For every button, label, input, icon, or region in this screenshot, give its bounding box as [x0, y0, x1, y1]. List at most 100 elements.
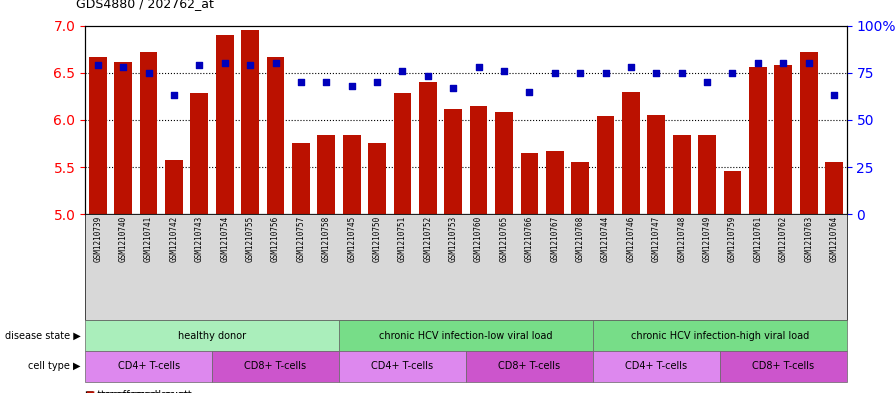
Text: GSM1210748: GSM1210748: [677, 216, 686, 263]
Text: ■ transformed count: ■ transformed count: [85, 390, 188, 393]
Point: [294, 79, 308, 85]
Point: [192, 62, 206, 68]
Text: GSM1210745: GSM1210745: [347, 216, 357, 263]
Point: [573, 70, 588, 76]
Bar: [267, 57, 284, 214]
Text: GSM1210761: GSM1210761: [754, 216, 762, 263]
Point: [269, 60, 283, 66]
Text: transformed count: transformed count: [101, 390, 192, 393]
Bar: [495, 112, 513, 214]
Bar: [317, 135, 335, 214]
Point: [827, 92, 841, 99]
Point: [116, 64, 131, 70]
Bar: [292, 143, 310, 214]
Point: [90, 62, 105, 68]
Point: [420, 73, 435, 80]
Point: [496, 68, 511, 74]
Text: GSM1210743: GSM1210743: [194, 216, 204, 263]
Text: GSM1210765: GSM1210765: [499, 216, 509, 263]
Point: [395, 68, 409, 74]
Text: CD4+ T-cells: CD4+ T-cells: [117, 361, 180, 371]
Text: CD4+ T-cells: CD4+ T-cells: [625, 361, 687, 371]
Text: GSM1210755: GSM1210755: [246, 216, 254, 263]
Text: GSM1210740: GSM1210740: [118, 216, 128, 263]
Point: [167, 92, 181, 99]
Point: [142, 70, 156, 76]
Text: GSM1210747: GSM1210747: [651, 216, 661, 263]
Point: [370, 79, 384, 85]
Bar: [393, 94, 411, 214]
Bar: [419, 82, 436, 214]
Text: GSM1210739: GSM1210739: [93, 216, 102, 263]
Text: GSM1210756: GSM1210756: [271, 216, 280, 263]
Bar: [165, 160, 183, 214]
Text: cell type ▶: cell type ▶: [28, 361, 81, 371]
Bar: [521, 153, 538, 214]
Bar: [622, 92, 640, 214]
Text: GSM1210757: GSM1210757: [297, 216, 306, 263]
Text: GSM1210749: GSM1210749: [702, 216, 711, 263]
Text: GSM1210744: GSM1210744: [601, 216, 610, 263]
Point: [599, 70, 613, 76]
Point: [319, 79, 333, 85]
Text: CD8+ T-cells: CD8+ T-cells: [245, 361, 306, 371]
Point: [751, 60, 765, 66]
Text: GSM1210746: GSM1210746: [626, 216, 635, 263]
Point: [700, 79, 714, 85]
Text: CD8+ T-cells: CD8+ T-cells: [752, 361, 814, 371]
Text: healthy donor: healthy donor: [178, 331, 246, 341]
Text: ■: ■: [85, 390, 94, 393]
Text: CD4+ T-cells: CD4+ T-cells: [371, 361, 434, 371]
Text: GSM1210763: GSM1210763: [804, 216, 814, 263]
Text: GSM1210758: GSM1210758: [322, 216, 331, 263]
Bar: [648, 115, 665, 214]
Point: [624, 64, 638, 70]
Bar: [216, 35, 234, 214]
Bar: [140, 52, 158, 214]
Bar: [724, 171, 741, 214]
Point: [547, 70, 562, 76]
Point: [776, 60, 790, 66]
Point: [344, 83, 358, 89]
Bar: [546, 151, 564, 214]
Bar: [470, 106, 487, 214]
Text: GSM1210760: GSM1210760: [474, 216, 483, 263]
Bar: [444, 108, 462, 214]
Text: GSM1210762: GSM1210762: [779, 216, 788, 263]
Text: chronic HCV infection-high viral load: chronic HCV infection-high viral load: [631, 331, 809, 341]
Text: GSM1210767: GSM1210767: [550, 216, 559, 263]
Bar: [115, 62, 132, 214]
Text: GSM1210768: GSM1210768: [575, 216, 585, 263]
Text: GSM1210750: GSM1210750: [373, 216, 382, 263]
Bar: [241, 30, 259, 214]
Point: [471, 64, 486, 70]
Text: GDS4880 / 202762_at: GDS4880 / 202762_at: [76, 0, 214, 10]
Text: disease state ▶: disease state ▶: [4, 331, 81, 341]
Bar: [825, 162, 843, 214]
Point: [446, 84, 461, 91]
Bar: [191, 94, 208, 214]
Bar: [368, 143, 386, 214]
Text: chronic HCV infection-low viral load: chronic HCV infection-low viral load: [379, 331, 553, 341]
Text: CD8+ T-cells: CD8+ T-cells: [498, 361, 561, 371]
Point: [726, 70, 740, 76]
Bar: [572, 162, 589, 214]
Point: [649, 70, 663, 76]
Bar: [774, 65, 792, 214]
Bar: [597, 116, 615, 214]
Point: [802, 60, 816, 66]
Bar: [749, 67, 767, 214]
Bar: [800, 52, 817, 214]
Text: GSM1210751: GSM1210751: [398, 216, 407, 263]
Point: [243, 62, 257, 68]
Text: GSM1210753: GSM1210753: [449, 216, 458, 263]
Text: GSM1210754: GSM1210754: [220, 216, 229, 263]
Bar: [89, 57, 107, 214]
Text: GSM1210759: GSM1210759: [728, 216, 737, 263]
Text: GSM1210742: GSM1210742: [169, 216, 178, 263]
Point: [218, 60, 232, 66]
Text: GSM1210741: GSM1210741: [144, 216, 153, 263]
Point: [522, 88, 537, 95]
Bar: [673, 135, 691, 214]
Bar: [343, 135, 360, 214]
